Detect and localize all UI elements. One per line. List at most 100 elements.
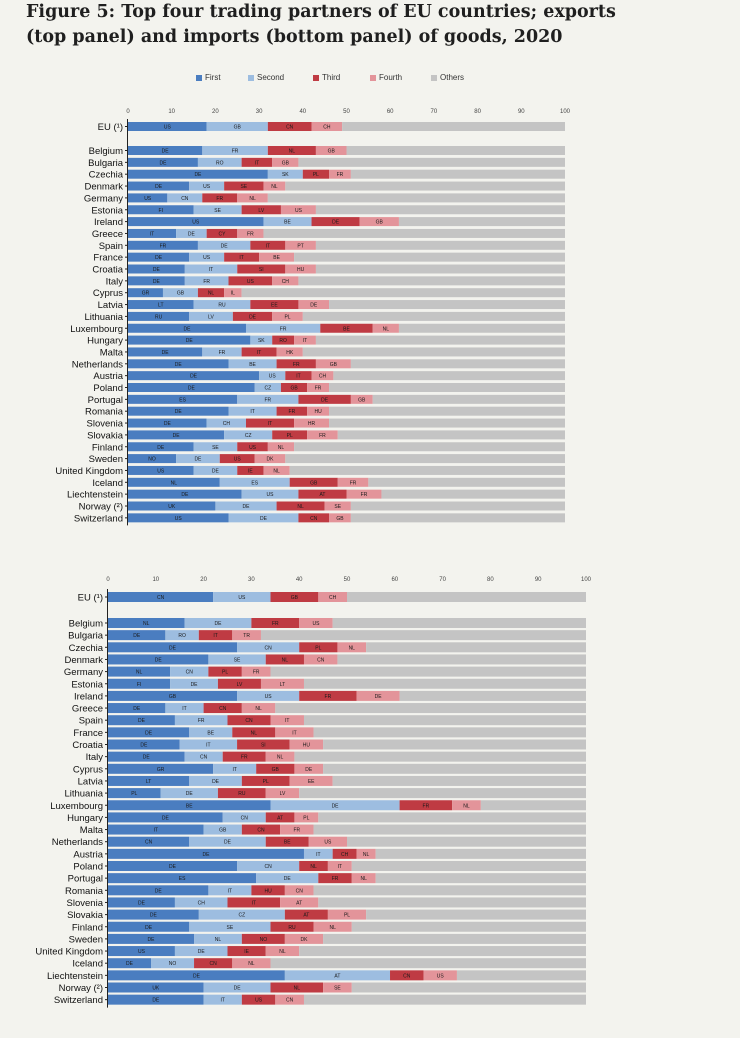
partner-label: NL [215,937,222,943]
country-label: Iceland [92,478,123,489]
partner-label: IT [239,255,243,261]
bar-segment-third [237,465,264,475]
partner-label: CH [323,125,331,131]
bar-segment-first [128,359,229,369]
bar-segment-third [276,406,308,416]
country-label: United Kingdom [55,466,123,477]
bar-segment-second [228,513,299,523]
legend-label: Fourth [379,73,403,82]
bar-segment-fourth [308,836,347,847]
bar-segment-third [228,276,273,286]
bar-segment-second [189,775,242,786]
bar-segment-first [128,288,163,298]
bar-segment-others [289,465,565,475]
bar-segment-first [128,181,190,191]
partner-label: NL [349,645,356,651]
partner-label: CN [245,718,253,724]
partner-label: CZ [239,913,246,919]
legend-label: Third [322,73,341,82]
bar-segment-others [303,994,586,1005]
bar-segment-fourth [323,982,352,993]
bar-segment-third [237,442,268,452]
partner-label: RU [238,791,246,797]
bar-segment-first [108,921,190,932]
bar-segment-second [224,430,273,440]
bar-segment-third [245,418,295,428]
partner-label: IT [154,828,158,834]
bar-segment-third [320,323,373,333]
country-label: Slovenia [67,898,104,909]
bar-segment-first [108,885,209,896]
x-tick-label: 30 [248,577,255,583]
bar-segment-second [189,311,233,321]
partner-label: NL [248,961,255,967]
partner-label: FR [232,149,239,155]
country-label: Poland [73,862,103,873]
partner-label: DE [203,852,211,858]
country-label: Slovakia [67,910,104,921]
bar-segment-first [128,513,229,523]
bar-segment-fourth [280,897,319,908]
bar-segment-others [398,217,565,227]
bar-segment-first [128,228,177,238]
bar-segment-second [208,654,266,665]
bar-segment-second [206,418,246,428]
partner-label: GR [157,767,165,773]
partner-label: IT [250,409,254,415]
bar-segment-second [228,359,277,369]
partner-label: PL [344,913,350,919]
bar-segment-fourth [307,406,330,416]
partner-label: NL [136,670,143,676]
bar-segment-first [128,418,207,428]
country-label: Latvia [98,300,124,311]
bar-segment-third [241,157,273,167]
partner-label: CN [181,196,189,202]
country-label: Estonia [71,679,103,690]
partner-label: FR [219,350,226,356]
bar-segment-second [237,394,299,404]
partner-label: CZ [265,386,272,392]
partner-label: RU [288,925,296,931]
bar-segment-first [108,836,190,847]
partner-label: EE [308,779,315,785]
bar-segment-first [108,970,285,981]
x-tick-label: 100 [560,109,571,115]
partner-label: LV [237,682,243,688]
partner-label: DE [175,362,183,368]
partner-label: DE [133,633,141,639]
partner-label: RU [218,303,226,309]
partner-label: ES [179,876,186,882]
partner-label: NL [143,621,150,627]
partner-label: CN [265,645,273,651]
bar-segment-second [206,122,268,131]
bar-segment-first [128,217,264,227]
country-label: Netherlands [52,837,103,848]
partner-label: NL [271,184,278,190]
partner-label: AT [303,913,309,919]
bar-segment-third [241,347,277,357]
partner-label: LT [280,682,285,688]
bar-segment-fourth [259,252,295,262]
bar-segment-second [184,276,229,286]
country-label: Ireland [94,217,123,228]
partner-label: NL [171,480,178,486]
partner-label: GB [310,480,318,486]
country-label: Belgium [69,619,103,630]
partner-label: IT [255,160,259,166]
bar-segment-third [267,122,312,131]
partner-label: CH [329,595,337,601]
partner-label: DE [169,864,177,870]
bar-segment-fourth [307,430,338,440]
partner-label: DE [155,888,163,894]
bar-segment-second [222,812,266,823]
bar-segment-first [108,824,204,835]
country-label: Estonia [91,205,123,216]
bar-segment-second [202,146,268,155]
bar-segment-second [203,994,242,1005]
partner-label: GB [376,220,384,226]
country-label: Austria [73,849,103,860]
country-label: Austria [93,371,123,382]
partner-label: FR [160,243,167,249]
partner-label: SI [261,743,266,749]
partner-label: US [249,445,257,451]
